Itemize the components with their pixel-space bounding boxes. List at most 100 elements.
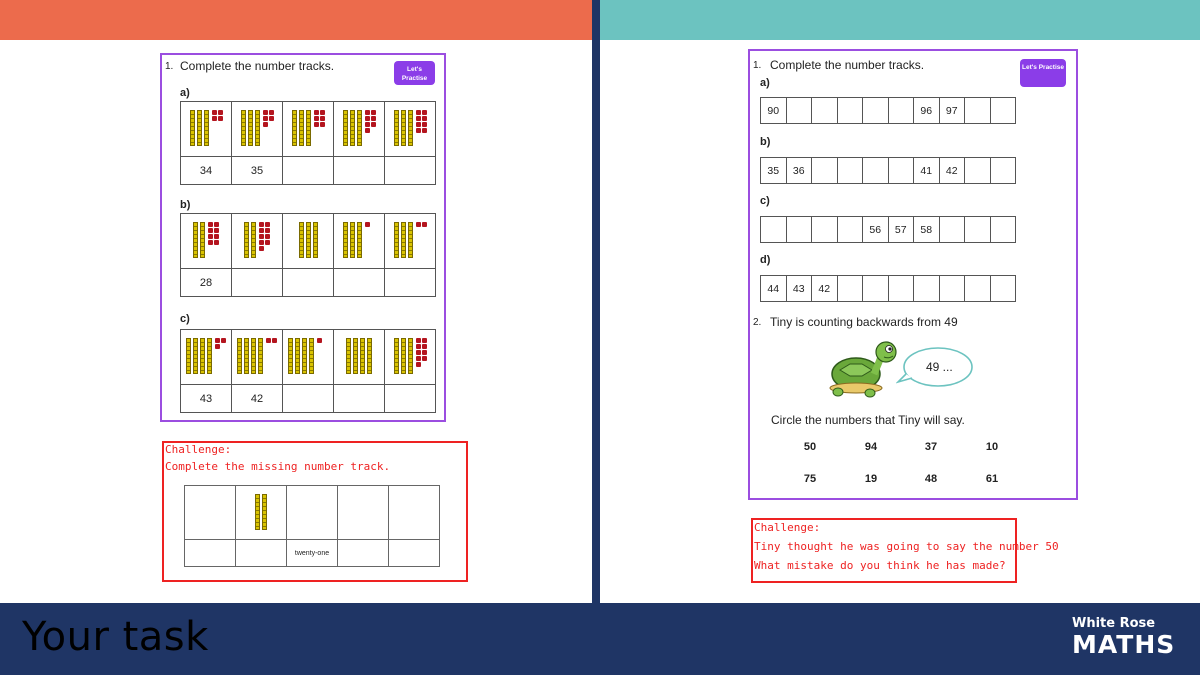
base-ten-blocks	[346, 337, 372, 374]
tens-rod-icon	[237, 337, 242, 374]
number-cell[interactable]	[333, 384, 385, 413]
number-cell[interactable]	[384, 384, 436, 413]
track-cell[interactable]	[862, 275, 889, 302]
tens-rod-icon	[367, 337, 372, 374]
number-cell[interactable]: 42	[231, 384, 283, 413]
tens-rod-icon	[244, 337, 249, 374]
track-cell[interactable]: 41	[913, 157, 940, 184]
number-cell[interactable]	[333, 268, 385, 297]
circle-number-option[interactable]: 61	[985, 473, 999, 485]
picture-cell[interactable]	[235, 485, 287, 540]
track-cell[interactable]: 44	[760, 275, 787, 302]
track-cell[interactable]: 58	[913, 216, 940, 243]
number-cell[interactable]	[384, 156, 436, 185]
track-cell[interactable]	[862, 97, 889, 124]
ones-cube-icon	[215, 343, 220, 349]
number-cell[interactable]: 34	[180, 156, 232, 185]
track-cell[interactable]: 42	[811, 275, 838, 302]
ones-cube-icon	[262, 109, 268, 115]
base-ten-blocks	[342, 221, 376, 258]
number-cell[interactable]	[184, 539, 236, 567]
track-cell[interactable]: 96	[913, 97, 940, 124]
circle-number-option[interactable]: 19	[864, 473, 878, 485]
picture-cell[interactable]	[184, 485, 236, 540]
track-cell[interactable]	[836, 275, 863, 302]
track-cell[interactable]: 56	[862, 216, 889, 243]
picture-cell[interactable]	[388, 485, 440, 540]
circle-number-option[interactable]: 75	[803, 473, 817, 485]
ones-cubes	[317, 337, 328, 343]
track-cell[interactable]	[913, 275, 940, 302]
track-cell[interactable]	[811, 97, 838, 124]
picture-cell[interactable]	[286, 485, 338, 540]
ones-cube-icon	[208, 221, 213, 227]
track-cell[interactable]	[964, 157, 991, 184]
track-cell[interactable]	[785, 216, 812, 243]
number-cell[interactable]	[235, 539, 287, 567]
ones-cubes	[415, 337, 427, 367]
number-cell[interactable]	[384, 268, 436, 297]
base-ten-blocks	[342, 109, 376, 146]
number-row: 34 35	[180, 156, 436, 185]
circle-number-option[interactable]: 50	[803, 441, 817, 453]
ones-cube-icon	[214, 239, 219, 245]
ones-cube-icon	[319, 109, 325, 115]
track-cell[interactable]	[989, 216, 1016, 243]
track-cell[interactable]	[836, 97, 863, 124]
number-cell[interactable]: 28	[180, 268, 232, 297]
number-cell[interactable]: 43	[180, 384, 232, 413]
track-cell[interactable]	[964, 275, 991, 302]
track-cell[interactable]	[862, 157, 889, 184]
lets-practise-button-left[interactable]: Let's Practise	[394, 61, 435, 85]
track-cell[interactable]	[887, 97, 914, 124]
number-cell[interactable]	[282, 268, 334, 297]
track-cell[interactable]: 97	[938, 97, 965, 124]
circle-number-option[interactable]: 37	[924, 441, 938, 453]
number-track-c: 56 57 58	[760, 216, 1016, 243]
number-row: 43 42	[180, 384, 436, 413]
number-cell[interactable]	[337, 539, 389, 567]
track-cell[interactable]	[964, 216, 991, 243]
track-cell[interactable]	[760, 216, 787, 243]
footer-banner	[0, 603, 1200, 675]
number-cell[interactable]: twenty-one	[286, 539, 338, 567]
track-cell[interactable]	[964, 97, 991, 124]
number-cell[interactable]	[231, 268, 283, 297]
track-cell[interactable]	[811, 216, 838, 243]
track-cell[interactable]	[989, 275, 1016, 302]
track-cell[interactable]	[836, 157, 863, 184]
tens-rod-icon	[262, 493, 267, 530]
ones-cube-icon	[259, 239, 264, 245]
track-cell[interactable]	[989, 97, 1016, 124]
track-cell[interactable]	[836, 216, 863, 243]
track-cell[interactable]: 43	[785, 275, 812, 302]
track-cell[interactable]	[989, 157, 1016, 184]
track-cell[interactable]: 42	[938, 157, 965, 184]
circle-number-option[interactable]: 48	[924, 473, 938, 485]
track-cell[interactable]	[785, 97, 812, 124]
picture-cell[interactable]	[337, 485, 389, 540]
number-cell[interactable]	[282, 384, 334, 413]
ones-cube-icon	[265, 221, 270, 227]
track-cell[interactable]	[887, 157, 914, 184]
track-cell[interactable]	[938, 275, 965, 302]
lets-practise-label: Let's Practise	[1021, 64, 1064, 71]
circle-number-option[interactable]: 10	[985, 441, 999, 453]
ones-cube-icon	[313, 115, 319, 121]
track-cell[interactable]	[811, 157, 838, 184]
number-cell[interactable]	[282, 156, 334, 185]
track-cell[interactable]	[938, 216, 965, 243]
track-cell[interactable]: 36	[785, 157, 812, 184]
number-cell[interactable]: 35	[231, 156, 283, 185]
circle-number-option[interactable]: 94	[864, 441, 878, 453]
tens-rod-icon	[305, 221, 311, 258]
track-cell[interactable]	[887, 275, 914, 302]
number-cell[interactable]	[333, 156, 385, 185]
track-cell[interactable]: 90	[760, 97, 787, 124]
track-cell[interactable]: 35	[760, 157, 787, 184]
ones-cube-icon	[265, 233, 270, 239]
track-cell[interactable]: 57	[887, 216, 914, 243]
number-row: 28	[180, 268, 436, 297]
number-cell[interactable]	[388, 539, 440, 567]
lets-practise-button-right[interactable]: Let's Practise	[1020, 59, 1066, 87]
